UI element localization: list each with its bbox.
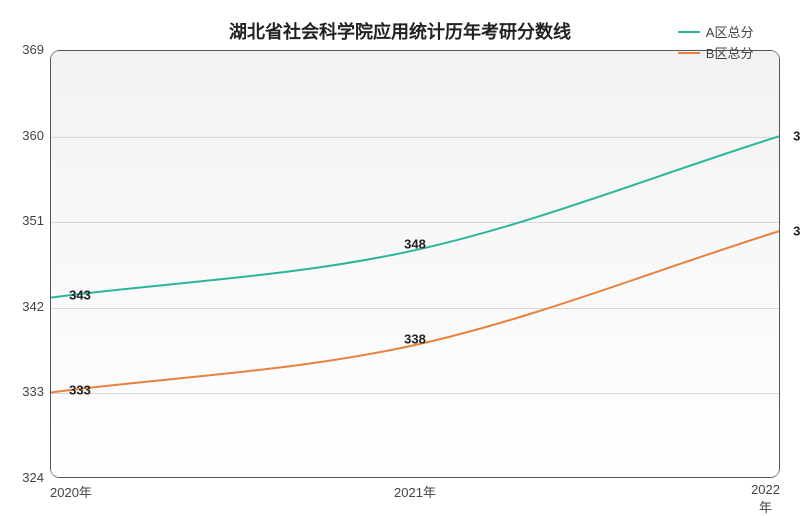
- y-tick-label: 369: [4, 42, 44, 57]
- data-label: 333: [69, 383, 91, 398]
- data-label: 343: [69, 288, 91, 303]
- legend-swatch-a: [678, 31, 700, 33]
- legend-swatch-b: [678, 52, 700, 54]
- plot-area: [50, 50, 780, 478]
- legend: A区总分 B区总分: [678, 22, 754, 64]
- data-label: 360: [793, 128, 800, 143]
- y-tick-label: 324: [4, 470, 44, 485]
- data-label: 350: [793, 223, 800, 238]
- series-line-0: [51, 136, 779, 297]
- y-tick-label: 342: [4, 299, 44, 314]
- y-tick-label: 351: [4, 213, 44, 228]
- chart-container: 湖北省社会科学院应用统计历年考研分数线 A区总分 B区总分 3243333423…: [0, 0, 800, 500]
- x-tick-label: 2021年: [394, 482, 436, 501]
- legend-item-b: B区总分: [678, 43, 754, 62]
- y-tick-label: 360: [4, 128, 44, 143]
- x-tick-label: 2022年: [751, 482, 780, 516]
- line-layer: [51, 51, 779, 478]
- legend-label-b: B区总分: [706, 43, 754, 62]
- legend-label-a: A区总分: [706, 22, 754, 41]
- data-label: 348: [404, 236, 426, 251]
- legend-item-a: A区总分: [678, 22, 754, 41]
- x-tick-label: 2020年: [50, 482, 92, 501]
- y-tick-label: 333: [4, 384, 44, 399]
- series-line-1: [51, 231, 779, 392]
- data-label: 338: [404, 331, 426, 346]
